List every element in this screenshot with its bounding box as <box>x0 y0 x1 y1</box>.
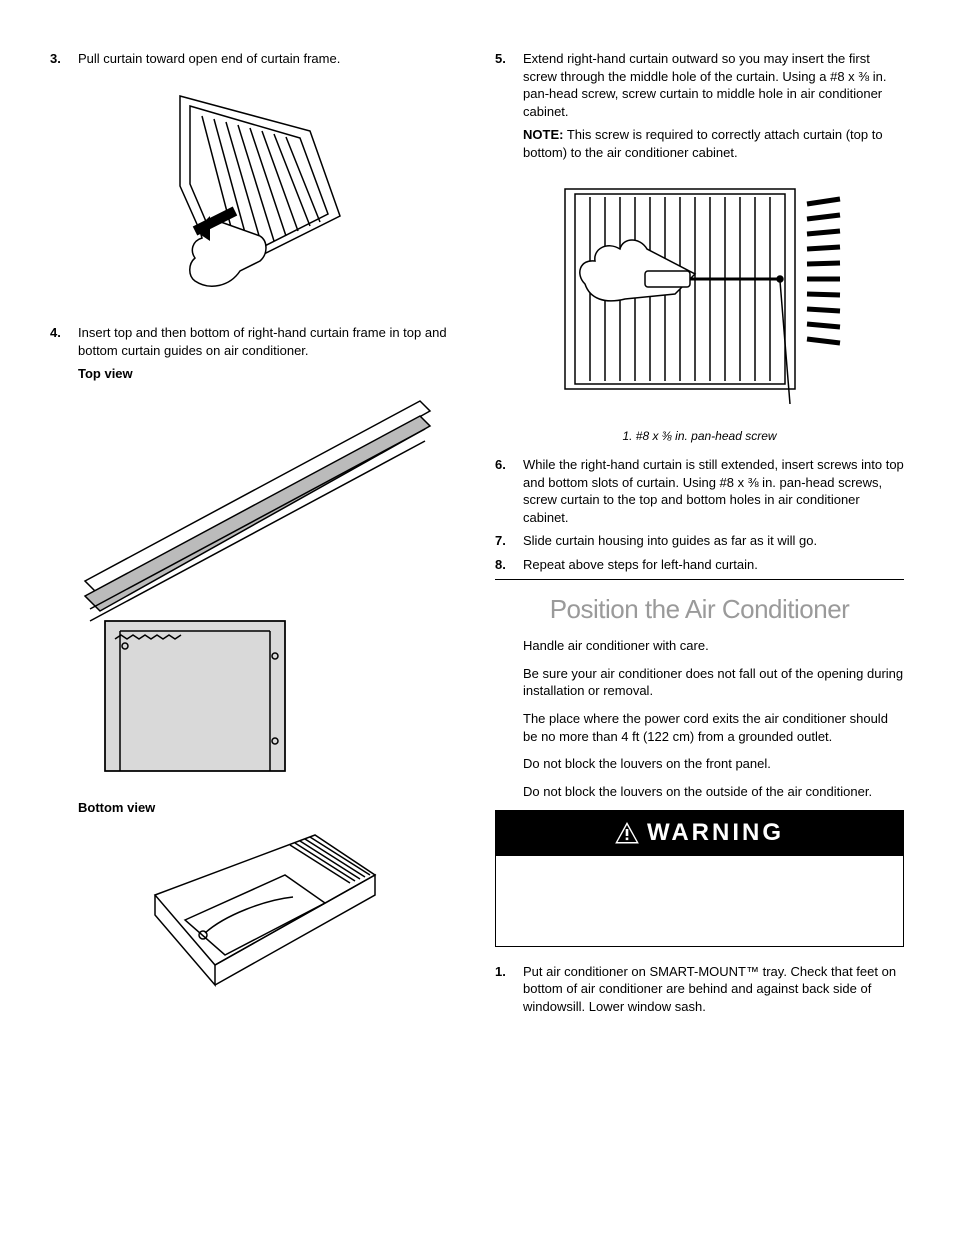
right-column: 5. Extend right-hand curtain outward so … <box>495 50 904 1033</box>
para: Be sure your air conditioner does not fa… <box>523 665 904 700</box>
top-view-label: Top view <box>78 365 459 383</box>
step-text: While the right-hand curtain is still ex… <box>523 456 904 526</box>
section-title: Position the Air Conditioner <box>495 592 904 627</box>
step-text: Repeat above steps for left-hand curtain… <box>523 556 904 574</box>
step-text: Put air conditioner on SMART-MOUNT™ tray… <box>523 963 904 1016</box>
right-steps-a: 5. Extend right-hand curtain outward so … <box>495 50 904 161</box>
warning-box: WARNING <box>495 810 904 946</box>
warning-body <box>496 856 903 946</box>
divider <box>495 579 904 580</box>
note-text: This screw is required to correctly atta… <box>523 127 883 160</box>
bottom-view-label: Bottom view <box>78 799 459 817</box>
para: The place where the power cord exits the… <box>523 710 904 745</box>
step-number: 5. <box>495 50 523 161</box>
para: Handle air conditioner with care. <box>523 637 904 655</box>
right-steps-b: 6. While the right-hand curtain is still… <box>495 456 904 573</box>
step-text: Pull curtain toward open end of curtain … <box>78 50 459 68</box>
step-6: 6. While the right-hand curtain is still… <box>495 456 904 526</box>
step-number: 4. <box>50 324 78 359</box>
step-body: Extend right-hand curtain outward so you… <box>523 50 904 161</box>
step-7: 7. Slide curtain housing into guides as … <box>495 532 904 550</box>
step-note: NOTE: This screw is required to correctl… <box>523 126 904 161</box>
position-paragraphs: Handle air conditioner with care. Be sur… <box>495 637 904 800</box>
step-1-position: 1. Put air conditioner on SMART-MOUNT™ t… <box>495 963 904 1016</box>
step-number: 1. <box>495 963 523 1016</box>
step-number: 7. <box>495 532 523 550</box>
figure-bottom-view <box>50 825 459 1020</box>
figure-caption: 1. #8 x ⅜ in. pan-head screw <box>495 428 904 444</box>
para: Do not block the louvers on the outside … <box>523 783 904 801</box>
left-steps: 3. Pull curtain toward open end of curta… <box>50 50 459 68</box>
figure-top-view <box>50 391 459 786</box>
step-number: 8. <box>495 556 523 574</box>
step-3: 3. Pull curtain toward open end of curta… <box>50 50 459 68</box>
step-5: 5. Extend right-hand curtain outward so … <box>495 50 904 161</box>
warning-label: WARNING <box>647 817 784 849</box>
warning-header: WARNING <box>496 811 903 855</box>
left-column: 3. Pull curtain toward open end of curta… <box>50 50 459 1033</box>
step-8: 8. Repeat above steps for left-hand curt… <box>495 556 904 574</box>
figure-screw-curtain <box>495 169 904 414</box>
left-steps-2: 4. Insert top and then bottom of right-h… <box>50 324 459 359</box>
figure-curtain-pull <box>50 76 459 311</box>
step-text: Slide curtain housing into guides as far… <box>523 532 904 550</box>
step-number: 3. <box>50 50 78 68</box>
para: Do not block the louvers on the front pa… <box>523 755 904 773</box>
step-number: 6. <box>495 456 523 526</box>
step-4: 4. Insert top and then bottom of right-h… <box>50 324 459 359</box>
step-text: Insert top and then bottom of right-hand… <box>78 324 459 359</box>
right-steps-c: 1. Put air conditioner on SMART-MOUNT™ t… <box>495 963 904 1016</box>
step-text: Extend right-hand curtain outward so you… <box>523 51 886 119</box>
warning-icon <box>615 822 639 844</box>
